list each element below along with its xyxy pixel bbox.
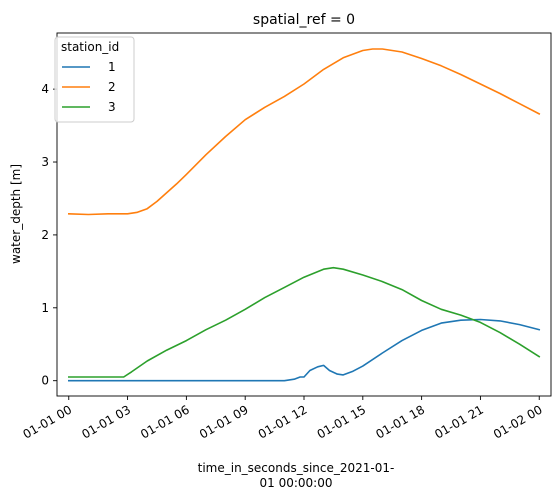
legend-label-1: 1 [108,60,116,74]
x-axis-label-line-1: time_in_seconds_since_2021-01- [198,461,395,475]
legend: station_id 1 2 3 [54,36,135,123]
x-tick-label: 01-01 03 [79,402,133,441]
y-tick-label: 0 [41,374,49,388]
x-axis-label-line-2: 01 00:00:00 [260,476,333,490]
chart-title: spatial_ref = 0 [253,12,355,28]
x-tick-label: 01-01 12 [256,402,310,441]
x-axis: 01-01 00 01-01 03 01-01 06 01-01 09 01-01 12… [21,396,545,442]
y-tick-label: 1 [41,301,49,315]
series-line-1 [68,318,541,382]
series-line-3 [68,266,541,378]
x-tick-label: 01-01 09 [197,402,251,441]
legend-label-3: 3 [108,100,116,114]
y-axis-label: water_depth [m] [9,164,23,264]
x-tick-label: 01-02 00 [491,402,545,441]
legend-box [54,36,135,123]
y-tick-label: 3 [41,155,49,169]
y-tick-label: 2 [41,228,49,242]
x-tick-label: 01-01 00 [21,402,75,441]
series-line-2 [67,48,541,216]
legend-title: station_id [61,40,119,54]
x-tick-label: 01-01 18 [373,402,427,441]
x-tick-label: 01-01 15 [315,402,369,441]
x-tick-label: 01-01 21 [432,402,486,441]
x-tick-label: 01-01 06 [138,402,192,441]
y-axis: 0 1 2 3 4 [41,82,57,388]
y-tick-label: 4 [41,82,49,96]
series-layer [67,48,541,382]
legend-label-2: 2 [108,80,116,94]
